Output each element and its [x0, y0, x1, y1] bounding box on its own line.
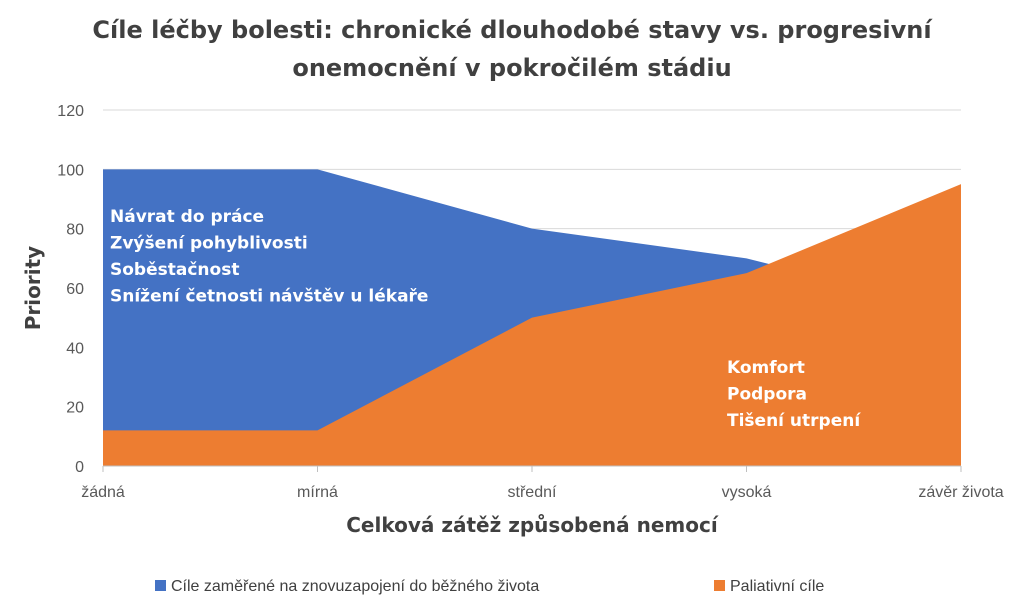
y-tick-label: 60 — [66, 281, 84, 298]
y-tick-label: 20 — [66, 400, 84, 417]
x-tick-label: závěr života — [918, 484, 1003, 501]
y-axis-title: Priority — [21, 246, 45, 330]
axes: 0 20 40 60 80 100 120 žádná mírná střední vysoká zá… — [57, 103, 1003, 501]
chart-title-line-2: onemocnění v pokročilém stádiu — [292, 54, 731, 82]
legend-label-reengagement: Cíle zaměřené na znovuzapojení do běžnéh… — [171, 578, 539, 595]
chart-title-line-1: Cíle léčby bolesti: chronické dlouhodobé… — [92, 16, 933, 44]
y-tick-label: 120 — [57, 103, 84, 120]
annotation-reengagement-goal: Návrat do práce — [110, 207, 264, 227]
x-tick-label: vysoká — [722, 484, 772, 501]
annotation-palliative-goal: Tišení utrpení — [727, 411, 861, 431]
y-tick-label: 80 — [66, 222, 84, 239]
annotation-reengagement-goal: Soběstačnost — [110, 260, 239, 280]
y-tick-label: 100 — [57, 162, 84, 179]
legend-swatch-reengagement — [155, 580, 166, 591]
annotation-palliative-goal: Komfort — [727, 358, 805, 378]
x-tick-label: střední — [508, 484, 557, 501]
area-series-palliative — [103, 184, 961, 466]
legend-label-palliative: Paliativní cíle — [730, 578, 824, 595]
y-tick-label: 40 — [66, 340, 84, 357]
y-tick-label: 0 — [75, 459, 84, 476]
x-axis-title: Celková zátěž způsobená nemocí — [346, 513, 719, 537]
x-tick-label: mírná — [297, 484, 338, 501]
annotations: Návrat do práce Zvýšení pohyblivosti Soběs… — [110, 207, 861, 431]
x-tick-label: žádná — [81, 484, 125, 501]
legend-swatch-palliative — [714, 580, 725, 591]
annotation-reengagement-goal: Snížení četnosti návštěv u lékaře — [110, 287, 428, 307]
series-areas — [103, 169, 961, 467]
annotation-reengagement-goal: Zvýšení pohyblivosti — [110, 234, 308, 254]
annotation-palliative-goal: Podpora — [727, 385, 807, 405]
legend: Cíle zaměřené na znovuzapojení do běžnéh… — [155, 578, 824, 595]
